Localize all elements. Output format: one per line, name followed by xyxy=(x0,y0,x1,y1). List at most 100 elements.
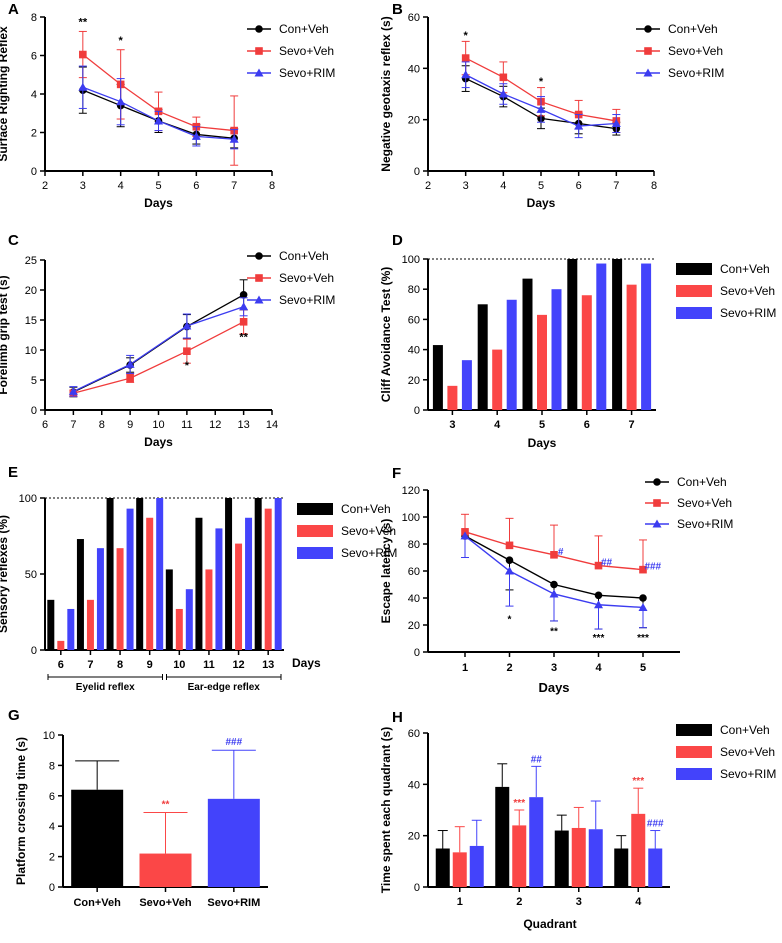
panel-label: D xyxy=(392,232,403,249)
bar-rim xyxy=(274,498,282,650)
bar-con xyxy=(195,517,203,650)
legend-swatch-rim xyxy=(676,768,712,780)
legend-label-con: Con+Veh xyxy=(720,262,770,276)
legend-label-con: Con+Veh xyxy=(341,502,391,516)
legend-swatch-sevo xyxy=(676,746,712,758)
y-tick-label: 0 xyxy=(414,166,420,178)
significance-mark: *** xyxy=(513,798,525,809)
panel-E: E 0 50 100 Sensory reflexes (%) 6 7 8 9 10 11 12 13 D… xyxy=(0,464,397,693)
data-point-rim xyxy=(154,116,163,125)
bar-sevo xyxy=(116,548,124,650)
bar-sevo xyxy=(57,640,65,650)
bar-rim xyxy=(461,360,472,410)
bar-sevo xyxy=(631,813,646,887)
y-tick-label: 100 xyxy=(402,254,420,266)
bar-sevo xyxy=(581,295,592,410)
legend-label-sevo: Sevo+Veh xyxy=(720,284,775,298)
legend-label-con: Con+Veh xyxy=(279,249,329,263)
legend-label-con: Con+Veh xyxy=(677,475,727,489)
bar-rim xyxy=(588,829,603,887)
data-point-con xyxy=(550,580,558,589)
x-tick-label: 6 xyxy=(42,419,48,431)
bar-rim xyxy=(641,263,652,410)
data-point-con xyxy=(505,556,514,564)
data-point-sevo xyxy=(499,73,508,82)
y-tick-label: 2 xyxy=(31,128,37,140)
legend-label-rim: Sevo+RIM xyxy=(720,306,776,320)
x-tick-label: 12 xyxy=(232,659,244,671)
y-tick-label: 10 xyxy=(25,345,37,357)
significance-mark: ** xyxy=(550,626,558,637)
bar-con xyxy=(495,786,510,887)
data-point-rim xyxy=(574,121,584,130)
y-axis-label: Platform crossing time (s) xyxy=(14,737,28,885)
bar-con xyxy=(136,498,144,650)
x-tick-label: 4 xyxy=(494,419,501,431)
data-point-con xyxy=(639,594,647,602)
x-axis-label: Days xyxy=(292,656,321,670)
data-point-rim xyxy=(125,359,135,368)
x-tick-label: 6 xyxy=(576,180,582,192)
panel-B: B 2 3 4 5 6 7 8 Days 0 20 40 60 Negative geotaxis ref… xyxy=(379,1,724,210)
bar-con xyxy=(106,498,114,650)
legend-marker-rim xyxy=(254,68,264,77)
x-tick-label: Sevo+Veh xyxy=(139,897,192,909)
legend-label-sevo: Sevo+Veh xyxy=(720,745,775,759)
data-point-rim xyxy=(78,82,88,91)
bar-rim xyxy=(156,498,164,650)
x-tick-label: 5 xyxy=(538,180,544,192)
y-axis-label: Escape latency (s) xyxy=(379,519,393,624)
legend-marker-con xyxy=(255,25,263,33)
y-tick-label: 25 xyxy=(25,255,37,267)
group-label: Eyelid reflex xyxy=(76,682,135,693)
x-tick-label: 4 xyxy=(118,180,124,192)
legend-swatch-con xyxy=(676,724,712,736)
x-tick-label: 13 xyxy=(262,659,274,671)
data-point-sevo xyxy=(79,50,87,59)
y-tick-label: 8 xyxy=(49,760,55,772)
x-tick-label: 6 xyxy=(193,180,199,192)
significance-mark: * xyxy=(119,35,124,47)
y-tick-label: 80 xyxy=(408,284,420,296)
bar-sevo xyxy=(146,517,154,650)
bar-con xyxy=(567,259,578,410)
bar-rim xyxy=(529,797,544,887)
bar-rim xyxy=(506,299,517,410)
data-point-con xyxy=(594,591,603,600)
panel-label: F xyxy=(392,465,401,482)
x-tick-label: 8 xyxy=(651,180,657,192)
data-point-rim xyxy=(594,600,603,609)
panel-F: F 1 2 3 4 5 Days 0 20 40 60 80 100 120 Escape latency … xyxy=(379,465,733,695)
data-point-rim xyxy=(498,89,508,98)
legend-swatch-rim xyxy=(297,547,333,559)
significance-mark: *** xyxy=(632,776,644,787)
x-tick-label: 13 xyxy=(238,419,250,431)
data-point-sevo xyxy=(505,541,514,550)
x-tick-label: 1 xyxy=(457,896,463,908)
data-point-rim xyxy=(549,589,559,598)
x-axis-label: Days xyxy=(144,196,173,210)
series-line-rim xyxy=(73,306,244,392)
bar-sevo xyxy=(86,599,94,650)
legend-swatch-sevo xyxy=(297,525,333,537)
y-tick-label: 0 xyxy=(414,405,420,417)
significance-mark: ** xyxy=(162,800,170,811)
x-tick-label: 3 xyxy=(551,662,557,674)
x-tick-label: 2 xyxy=(506,662,512,674)
y-tick-label: 20 xyxy=(408,620,420,632)
y-tick-label: 4 xyxy=(31,89,37,101)
y-tick-label: 20 xyxy=(408,831,420,843)
bar-sevo xyxy=(264,508,272,650)
bar-sevo xyxy=(512,825,527,887)
significance-mark: ## xyxy=(601,558,613,569)
data-point-rim xyxy=(191,131,201,140)
significance-mark: ### xyxy=(225,737,242,748)
x-tick-label: 6 xyxy=(584,419,590,431)
significance-mark: *** xyxy=(593,633,605,644)
legend-swatch-sevo xyxy=(676,285,712,297)
significance-mark: ## xyxy=(531,754,543,765)
panel-label: A xyxy=(8,1,19,18)
series-line-con xyxy=(73,294,244,393)
x-tick-label: Con+Veh xyxy=(73,897,121,909)
